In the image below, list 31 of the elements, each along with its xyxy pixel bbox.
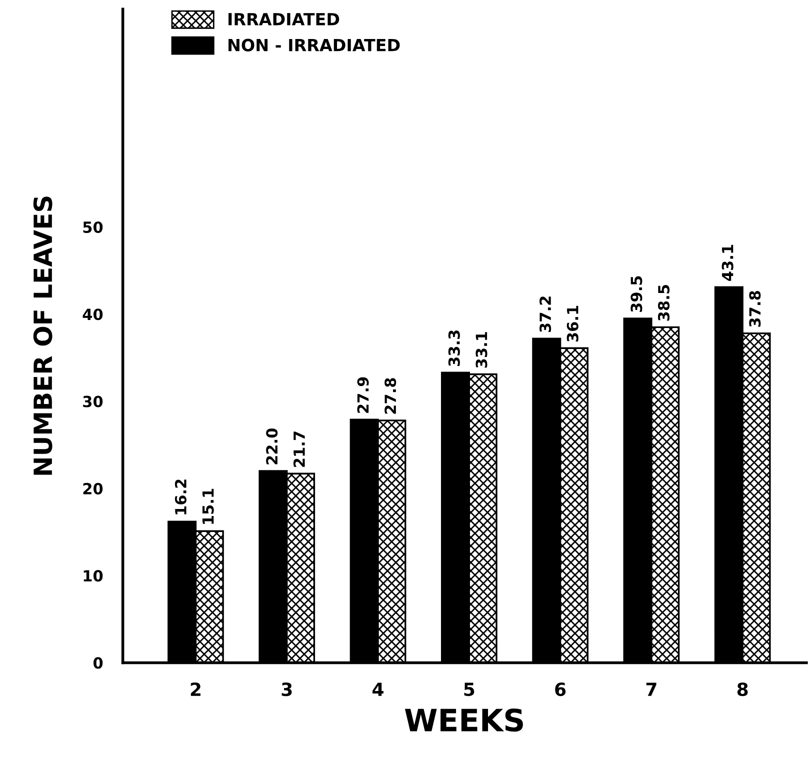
data-label: 38.5	[658, 285, 670, 321]
y-tick-label: 0	[93, 657, 103, 669]
y-axis-title: NUMBER OF LEAVES	[33, 196, 52, 475]
data-label: 16.2	[174, 480, 186, 514]
x-tick-label: 6	[555, 682, 566, 696]
data-label: 43.1	[722, 244, 734, 281]
legend-label: IRRADIATED	[228, 13, 340, 26]
x-tick-label: 2	[190, 682, 200, 696]
x-tick-label: 4	[372, 682, 384, 696]
data-label: 33.1	[476, 332, 488, 368]
data-label: 37.2	[540, 296, 552, 332]
data-label: 27.9	[357, 377, 369, 413]
data-label: 33.3	[448, 330, 460, 366]
x-axis-title: WEEKS	[404, 708, 523, 732]
data-label: 39.5	[630, 276, 642, 312]
data-label: 15.1	[202, 488, 214, 524]
data-label: 21.7	[293, 432, 305, 467]
x-tick-label: 8	[737, 682, 748, 696]
y-tick-label: 20	[83, 482, 103, 494]
x-tick-label: 7	[646, 682, 656, 696]
y-tick-label: 10	[84, 570, 103, 582]
data-label: 36.1	[566, 306, 578, 342]
y-tick-label: 40	[82, 308, 103, 320]
data-label: 27.8	[384, 378, 396, 414]
data-label: 37.8	[749, 291, 761, 327]
y-tick-label: 30	[83, 396, 103, 408]
x-tick-label: 5	[464, 682, 474, 696]
data-label: 22.0	[266, 428, 278, 464]
x-tick-label: 3	[282, 682, 292, 696]
legend-label: NON - IRRADIATED	[228, 38, 400, 52]
y-tick-label: 50	[83, 221, 103, 234]
